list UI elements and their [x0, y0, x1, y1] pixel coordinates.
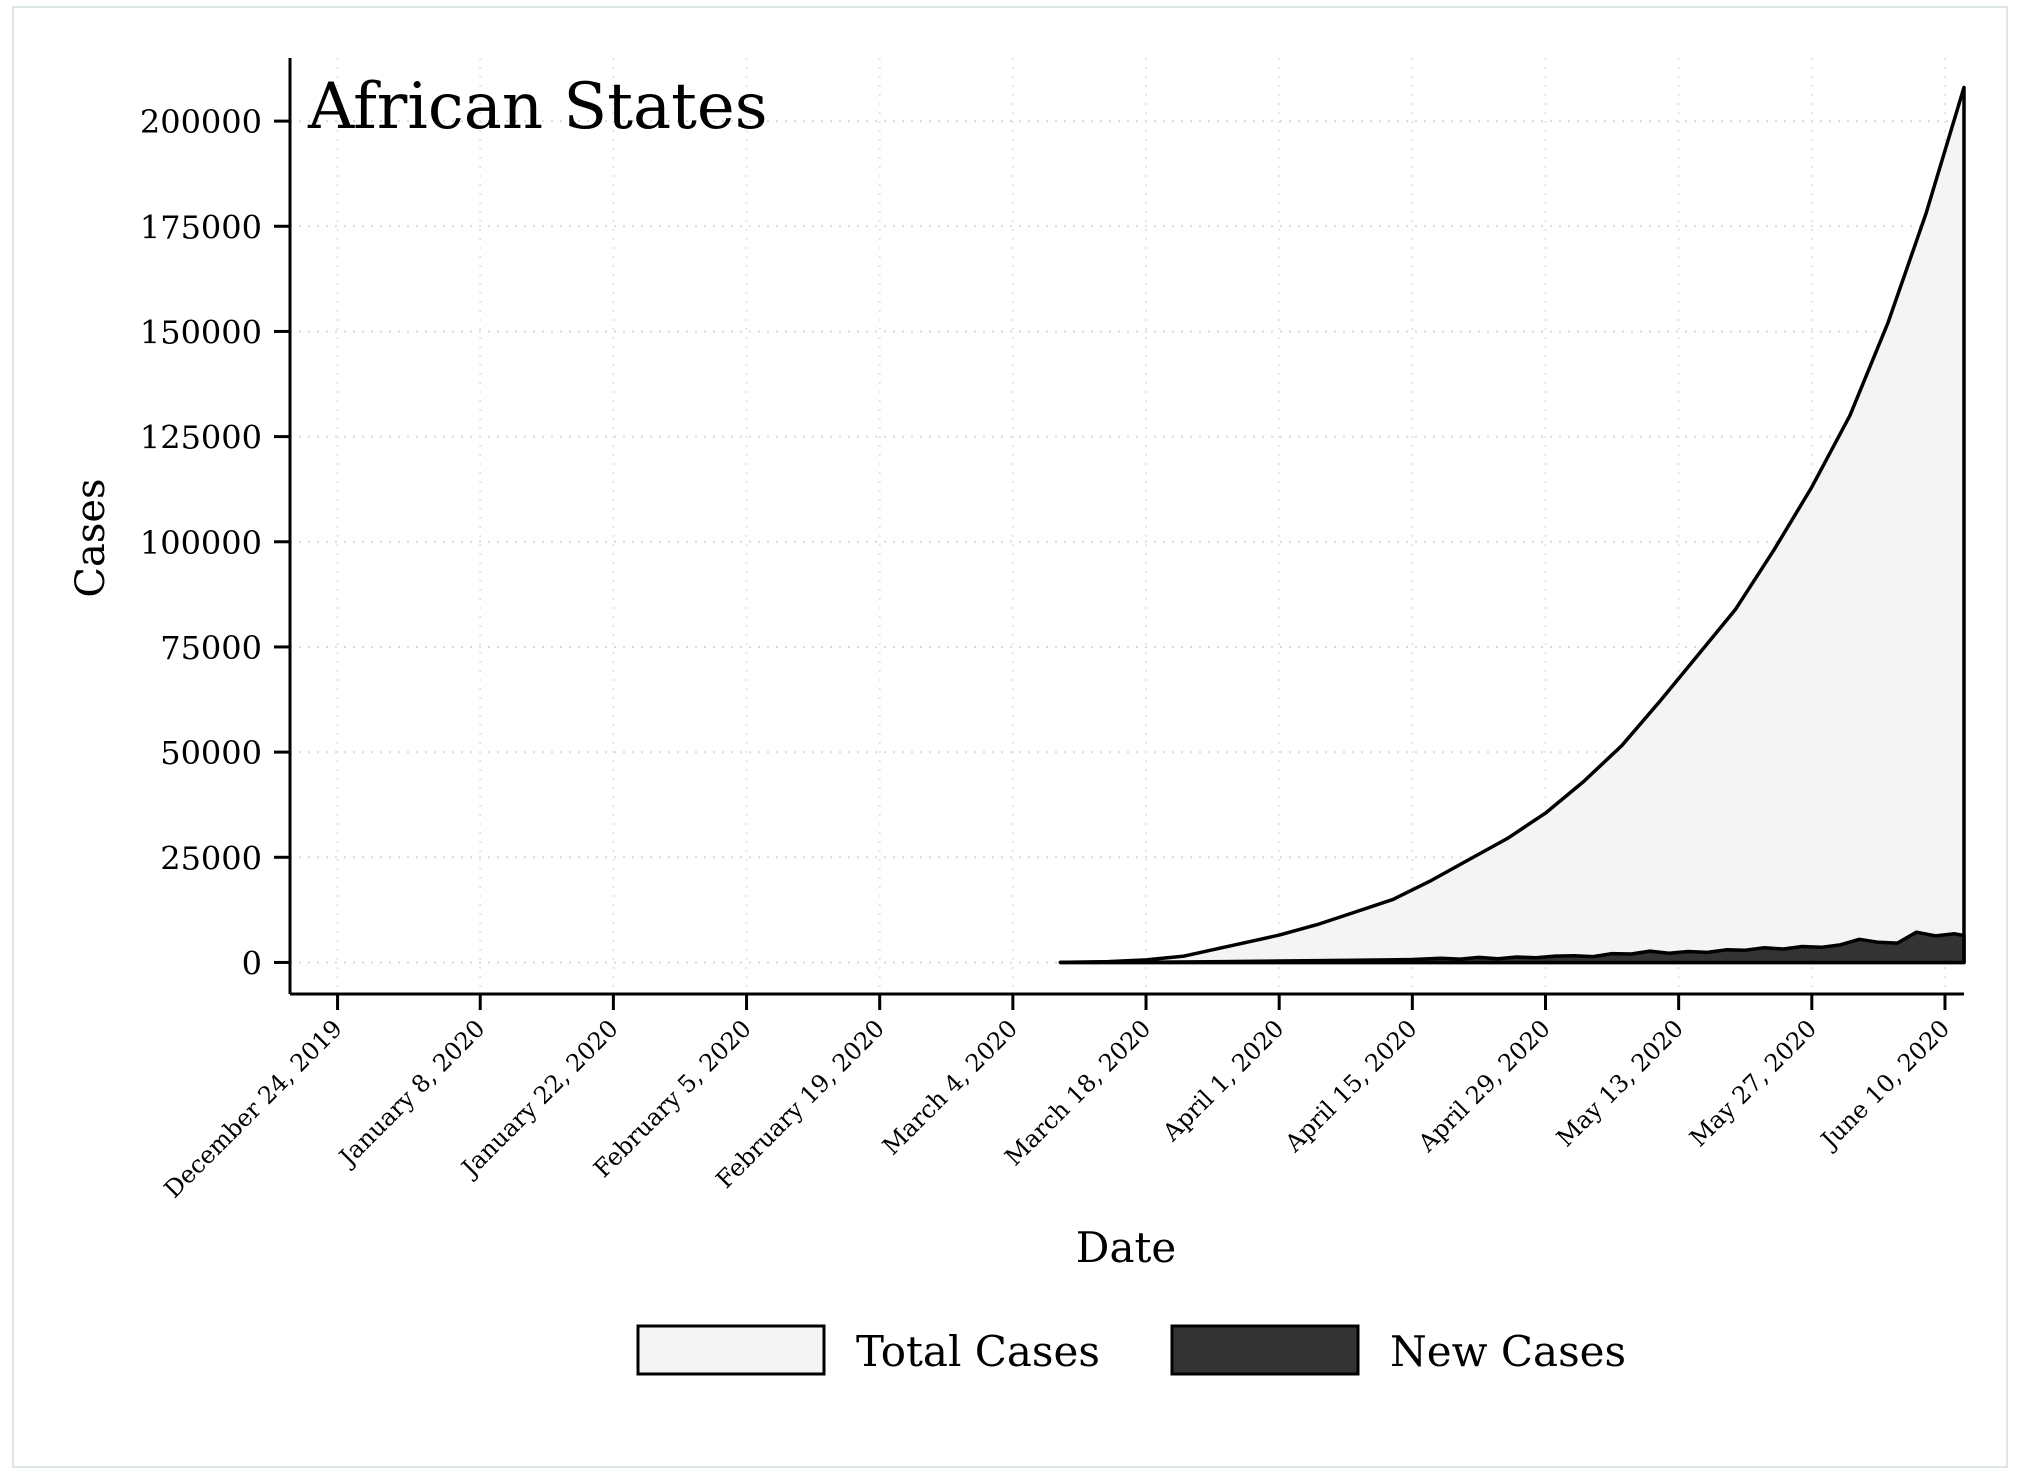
- chart-title: African States: [307, 70, 768, 144]
- y-axis-label: Cases: [68, 478, 114, 597]
- x-tick-label: April 1, 2020: [1157, 1014, 1290, 1147]
- y-tick-label: 125000: [140, 419, 262, 457]
- area-chart: 0 25000 50000 75000 100000 125000 150000 175000…: [68, 58, 1966, 1376]
- y-axis-ticks: 0 25000 50000 75000 100000 125000 150000 175000…: [140, 103, 290, 982]
- series-area-new-cases: [1058, 930, 1966, 965]
- y-tick-label: 25000: [160, 839, 262, 877]
- legend-swatch-new-cases: [1170, 1324, 1360, 1376]
- chart-frame: 0 25000 50000 75000 100000 125000 150000 175000…: [12, 6, 2008, 1468]
- axes-layer: [288, 58, 1964, 996]
- y-tick-label: 150000: [140, 313, 262, 351]
- legend-label-total-cases: Total Cases: [856, 1327, 1100, 1376]
- x-tick-label: January 8, 2020: [332, 1014, 491, 1173]
- series-area-total-cases: [1058, 85, 1966, 965]
- y-tick-label: 200000: [140, 103, 262, 141]
- legend-label-new-cases: New Cases: [1390, 1327, 1626, 1376]
- y-tick-label: 175000: [140, 208, 262, 246]
- x-axis-label: Date: [1076, 1223, 1176, 1272]
- x-tick-label: June 10, 2020: [1814, 1014, 1956, 1156]
- y-tick-label: 50000: [160, 734, 262, 772]
- y-tick-label: 75000: [160, 629, 262, 667]
- x-tick-label: March 4, 2020: [877, 1014, 1023, 1160]
- x-tick-label: April 29, 2020: [1412, 1014, 1556, 1158]
- x-tick-label: April 15, 2020: [1279, 1014, 1423, 1158]
- x-tick-label: May 27, 2020: [1684, 1014, 1822, 1152]
- legend: Total Cases New Cases: [636, 1324, 1626, 1376]
- area-layer: [1058, 85, 1966, 965]
- x-tick-label: December 24, 2019: [159, 1014, 348, 1203]
- x-tick-label: March 18, 2020: [999, 1014, 1156, 1171]
- legend-swatch-total-cases: [636, 1324, 826, 1376]
- y-tick-label: 100000: [140, 524, 262, 562]
- y-tick-label: 0: [242, 944, 262, 982]
- x-tick-label: May 13, 2020: [1551, 1014, 1689, 1152]
